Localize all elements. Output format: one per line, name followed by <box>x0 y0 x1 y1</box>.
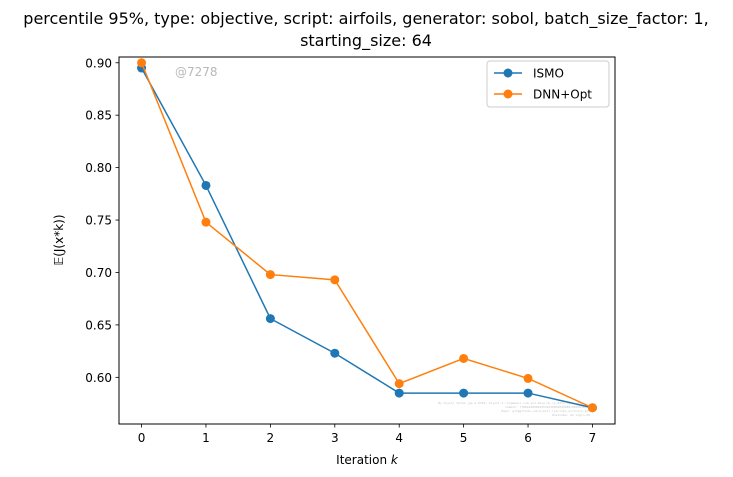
watermark: @7278 <box>175 65 218 79</box>
data-point-dnn-opt <box>394 379 404 389</box>
data-point-ismo <box>201 180 211 190</box>
legend: ISMO DNN+Opt <box>486 60 610 108</box>
fine-print-line: Hostname: ms-login-04 <box>552 413 590 417</box>
x-axis: 0 1 2 3 4 5 6 7 <box>138 424 597 445</box>
series-line-dnn-opt <box>140 62 593 409</box>
plot-area <box>118 56 616 425</box>
data-point-ismo <box>459 388 469 398</box>
series-layer <box>137 58 597 413</box>
series-line-ismo <box>140 67 593 409</box>
fine-print-line: By Kiyoti Shima (ge-4-0794) Kiyoti.4.(s)… <box>438 401 590 405</box>
x-tick-label: 6 <box>524 431 532 445</box>
x-tick-label: 0 <box>138 431 146 445</box>
data-point-ismo <box>523 388 533 398</box>
fine-print-line: Commit: 7f86e42890499532d300340d0038c003… <box>505 405 590 409</box>
legend-marker-ismo <box>503 68 513 78</box>
y-tick-label: 0.75 <box>85 214 112 228</box>
y-axis: 0.60 0.65 0.70 0.75 0.80 0.85 0.90 <box>85 56 119 385</box>
x-tick-label: 7 <box>589 431 597 445</box>
data-point-dnn-opt <box>523 373 533 383</box>
x-axis-label-var: k <box>391 453 399 467</box>
x-tick-label: 2 <box>267 431 275 445</box>
x-axis-label: Iteration k <box>336 453 399 467</box>
x-tick-label: 5 <box>460 431 468 445</box>
x-tick-label: 4 <box>395 431 403 445</box>
data-point-ismo <box>394 388 404 398</box>
x-tick-label: 1 <box>202 431 210 445</box>
y-tick-label: 0.60 <box>85 371 112 385</box>
legend-marker-dnn-opt <box>503 89 513 99</box>
y-tick-label: 0.85 <box>85 109 112 123</box>
fine-print-line: Repo: git@github.com:kjetil-lye/ismo_air… <box>501 409 590 413</box>
chart-title-line-1: percentile 95%, type: objective, script:… <box>23 9 708 29</box>
data-point-dnn-opt <box>201 217 211 227</box>
y-axis-label: 𝔼(J(x*k)) <box>52 214 66 265</box>
y-tick-label: 0.90 <box>85 56 112 70</box>
legend-label-ismo: ISMO <box>533 67 564 81</box>
y-tick-label: 0.80 <box>85 161 112 175</box>
data-point-ismo <box>330 348 340 358</box>
legend-label-dnn-opt: DNN+Opt <box>533 88 592 102</box>
x-axis-label-text: Iteration <box>336 453 391 467</box>
y-tick-label: 0.70 <box>85 266 112 280</box>
fine-print: By Kiyoti Shima (ge-4-0794) Kiyoti.4.(s)… <box>438 401 590 417</box>
data-point-dnn-opt <box>137 58 147 68</box>
x-tick-label: 3 <box>331 431 339 445</box>
legend-items: ISMO DNN+Opt <box>494 67 592 102</box>
data-point-dnn-opt <box>265 270 275 280</box>
chart-title-line-2: starting_size: 64 <box>300 31 432 51</box>
data-point-ismo <box>265 314 275 324</box>
data-point-dnn-opt <box>587 403 597 413</box>
data-point-dnn-opt <box>330 275 340 285</box>
y-tick-label: 0.65 <box>85 318 112 332</box>
data-point-dnn-opt <box>459 353 469 363</box>
